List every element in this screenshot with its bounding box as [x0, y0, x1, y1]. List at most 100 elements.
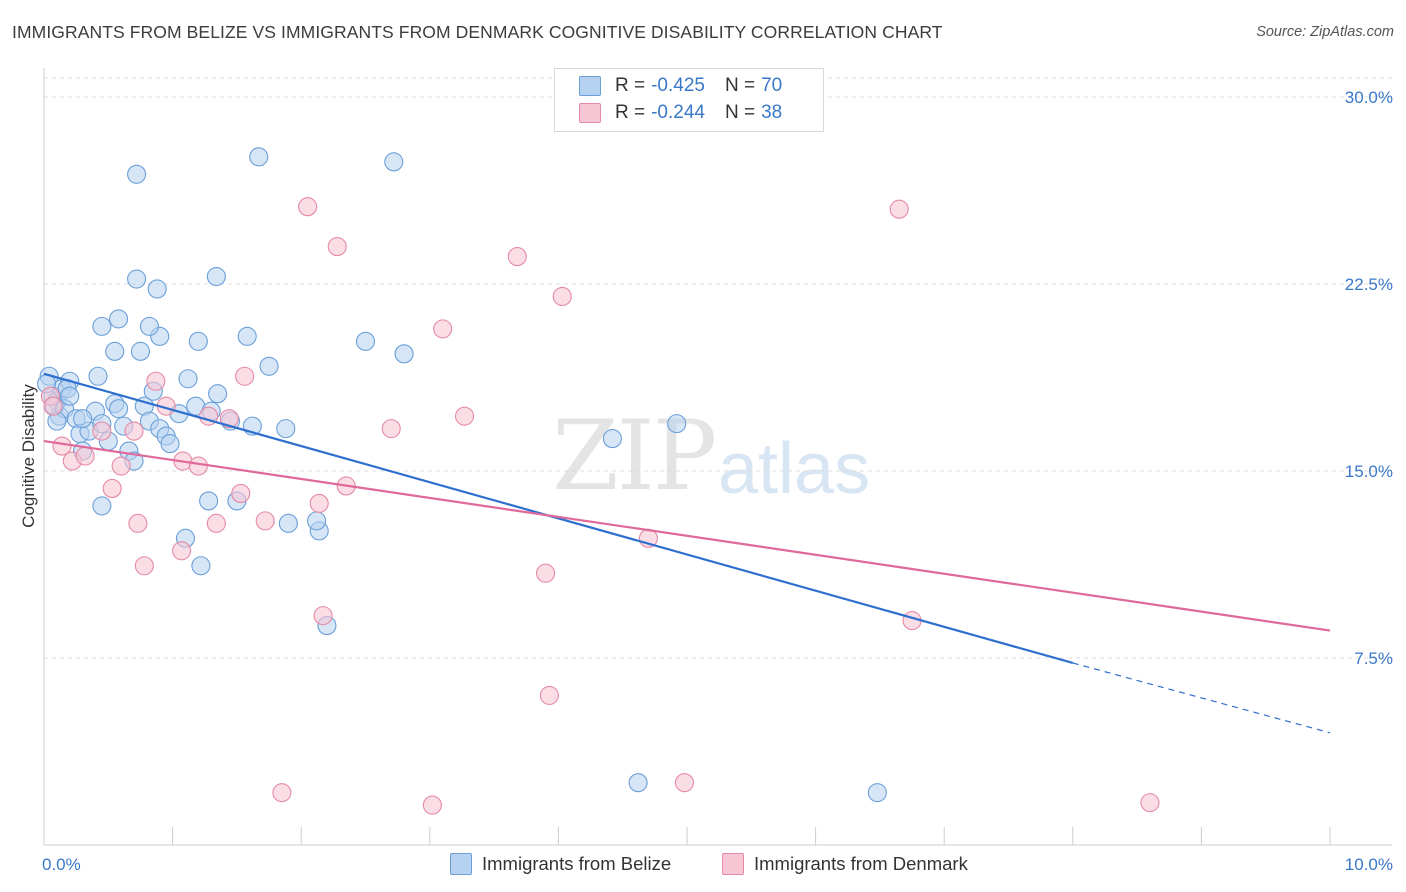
legend-swatch-denmark [579, 103, 601, 123]
point-denmark [507, 247, 527, 267]
point-belize [92, 316, 112, 336]
point-belize [130, 341, 150, 361]
series-denmark-points [40, 197, 1160, 815]
point-denmark [219, 409, 239, 429]
point-belize [237, 326, 257, 346]
x-tick-label: 10.0% [1345, 855, 1393, 874]
point-denmark [255, 511, 275, 531]
point-denmark [235, 366, 255, 386]
point-denmark [272, 783, 292, 803]
point-belize [73, 409, 93, 429]
point-denmark [1140, 793, 1160, 813]
bottom-legend-swatch-belize [450, 853, 472, 875]
point-denmark [146, 371, 166, 391]
point-belize [276, 419, 296, 439]
point-denmark [134, 556, 154, 576]
point-belize [60, 386, 80, 406]
point-denmark [43, 396, 63, 416]
trend-lines [43, 372, 1331, 734]
point-denmark [92, 421, 112, 441]
point-belize [127, 164, 147, 184]
point-belize [208, 384, 228, 404]
point-belize [384, 152, 404, 172]
point-belize [109, 309, 129, 329]
legend-swatch-belize [579, 76, 601, 96]
trend-line-belize [43, 372, 1074, 665]
legend-n-value: 70 [761, 75, 783, 96]
chart-title: IMMIGRANTS FROM BELIZE VS IMMIGRANTS FRO… [12, 22, 943, 42]
point-belize [307, 511, 327, 531]
legend-r-value: -0.244 [651, 102, 705, 123]
point-denmark [422, 795, 442, 815]
point-belize [88, 366, 108, 386]
bottom-legend-denmark: Immigrants from Denmark [722, 852, 968, 876]
y-tick-label: 30.0% [1345, 88, 1393, 107]
point-denmark [889, 199, 909, 219]
trend-line-denmark [43, 439, 1331, 632]
point-belize [109, 399, 129, 419]
point-denmark [188, 456, 208, 476]
bottom-legend-belize: Immigrants from Belize [450, 852, 671, 876]
point-belize [199, 491, 219, 511]
point-denmark [552, 286, 572, 307]
legend-n-label: N = [724, 75, 756, 96]
point-belize [628, 773, 648, 793]
point-denmark [454, 406, 475, 426]
point-belize [206, 266, 226, 287]
point-denmark [124, 421, 144, 441]
point-denmark [674, 773, 694, 793]
point-belize [602, 429, 622, 449]
point-denmark [128, 513, 148, 533]
point-belize [92, 496, 112, 516]
bottom-legend-swatch-denmark [722, 853, 744, 875]
point-denmark [381, 419, 401, 439]
point-belize [355, 331, 376, 351]
point-denmark [535, 563, 556, 583]
stats-legend: R = -0.425 N = 70 R = -0.244 N = 38 [554, 68, 824, 132]
point-denmark [102, 478, 122, 499]
point-denmark [539, 685, 559, 705]
point-denmark [309, 493, 329, 513]
point-belize [139, 316, 160, 336]
series-belize-points [37, 147, 887, 803]
legend-r-value: -0.425 [651, 75, 705, 96]
y-tick-label: 7.5% [1354, 649, 1393, 668]
point-belize [259, 356, 279, 376]
y-tick-label: 22.5% [1345, 275, 1393, 294]
point-denmark [75, 446, 95, 466]
point-belize [867, 783, 887, 803]
legend-n-value: 38 [761, 102, 783, 123]
bottom-legend-label-denmark: Immigrants from Denmark [754, 853, 968, 874]
y-tick-label: 15.0% [1345, 462, 1393, 481]
source-credit: Source: ZipAtlas.com [1256, 24, 1394, 40]
point-denmark [231, 483, 251, 503]
bottom-legend-label-belize: Immigrants from Belize [482, 853, 672, 874]
point-belize [667, 414, 687, 434]
point-denmark [206, 513, 226, 533]
legend-r-label: R = [615, 102, 646, 123]
point-belize [147, 279, 167, 299]
point-denmark [172, 541, 192, 561]
point-belize [278, 513, 298, 533]
point-belize [188, 331, 208, 351]
point-denmark [313, 606, 333, 626]
point-belize [178, 369, 198, 389]
watermark-atlas: atlas [718, 429, 871, 509]
tick-labels: 7.5% 15.0% 22.5% 30.0% 0.0% 10.0% [42, 88, 1393, 874]
point-denmark [433, 319, 453, 339]
point-denmark [111, 456, 131, 476]
x-tick-label: 0.0% [42, 855, 81, 874]
legend-row-denmark: R = -0.244 N = 38 [579, 100, 782, 126]
legend-row-belize: R = -0.425 N = 70 [579, 73, 782, 99]
trend-line-belize-extension [1072, 662, 1331, 734]
point-belize [394, 344, 414, 364]
legend-r-label: R = [615, 75, 646, 96]
y-axis-label: Cognitive Disability [19, 384, 38, 528]
point-belize [191, 556, 211, 576]
point-denmark [298, 197, 318, 217]
point-denmark [327, 237, 347, 257]
point-belize [127, 269, 147, 289]
legend-n-label: N = [724, 102, 756, 123]
watermark-zip: ZIP [552, 400, 717, 512]
